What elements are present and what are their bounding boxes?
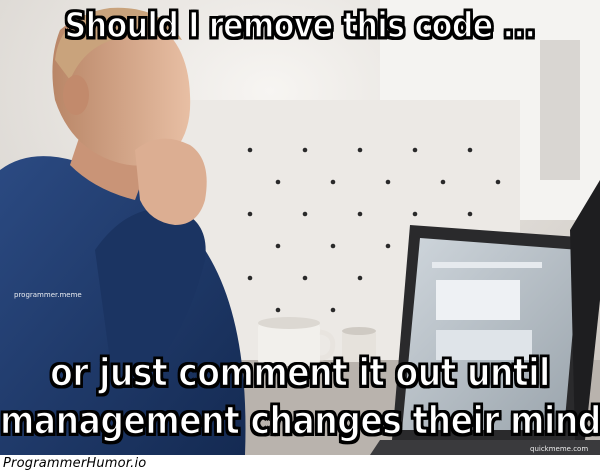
meme-photo bbox=[0, 0, 600, 455]
meme-bottom-caption-line2: management changes their mind bbox=[0, 397, 600, 443]
watermark-quickmeme: quickmeme.com bbox=[530, 445, 589, 453]
second-mug bbox=[342, 327, 376, 362]
window-frame bbox=[540, 40, 580, 180]
meme-top-caption: Should I remove this code ... bbox=[64, 5, 537, 47]
meme-bottom-caption-line1: or just comment it out until bbox=[49, 349, 551, 395]
person-arm bbox=[95, 208, 206, 360]
pegboard-holes bbox=[247, 147, 501, 313]
person-hair bbox=[55, 7, 182, 80]
coffee-mug bbox=[258, 317, 336, 366]
person-hand bbox=[135, 138, 207, 225]
meme-image: Should I remove this code ... or just co… bbox=[0, 0, 600, 455]
person-ear bbox=[63, 75, 89, 115]
watermark-programmer-meme: programmer.meme bbox=[14, 291, 82, 299]
laptop bbox=[370, 180, 600, 455]
footer-bar: ProgrammerHumor.io bbox=[0, 455, 600, 473]
footer-brand-link[interactable]: ProgrammerHumor.io bbox=[3, 456, 147, 471]
